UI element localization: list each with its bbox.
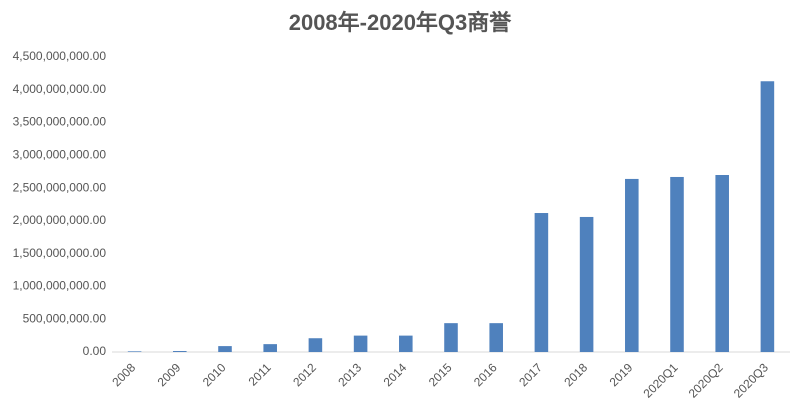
y-tick-label: 4,000,000,000.00 [13, 82, 107, 96]
x-tick-label: 2020Q3 [731, 360, 771, 400]
x-tick-label: 2018 [561, 360, 590, 389]
x-tick-label: 2008 [109, 360, 138, 389]
x-tick-label: 2017 [516, 360, 545, 389]
y-tick-label: 1,500,000,000.00 [13, 246, 107, 260]
x-tick-label: 2019 [607, 360, 636, 389]
y-tick-label: 2,000,000,000.00 [13, 213, 107, 227]
bar [625, 178, 639, 352]
x-tick-label: 2010 [200, 360, 229, 389]
y-tick-label: 0.00 [83, 344, 107, 358]
y-tick-label: 4,500,000,000.00 [13, 49, 107, 63]
bar [218, 346, 232, 352]
bar [670, 176, 684, 352]
bar [579, 216, 594, 352]
bar [308, 338, 323, 352]
x-tick-label: 2020Q1 [640, 360, 680, 400]
x-tick-label: 2009 [155, 360, 184, 389]
x-tick-label: 2013 [335, 360, 364, 389]
bar [760, 81, 775, 352]
bar [534, 213, 549, 352]
x-tick-label: 2020Q2 [686, 360, 726, 400]
y-tick-label: 2,500,000,000.00 [13, 180, 107, 194]
y-tick-label: 3,000,000,000.00 [13, 148, 107, 162]
x-tick-label: 2011 [246, 360, 274, 388]
x-tick-label: 2016 [471, 360, 500, 389]
x-tick-label: 2012 [290, 360, 319, 389]
x-tick-label: 2014 [381, 360, 410, 389]
bar [489, 323, 503, 352]
x-tick-label: 2015 [426, 360, 455, 389]
bar [353, 335, 368, 352]
bar [173, 351, 187, 352]
bar [127, 351, 142, 352]
bar [715, 175, 729, 352]
bar [444, 323, 458, 352]
chart-title: 2008年-2020年Q3商誉 [289, 10, 513, 35]
bar [399, 335, 413, 352]
y-tick-label: 3,500,000,000.00 [13, 115, 107, 129]
y-tick-label: 1,000,000,000.00 [13, 279, 107, 293]
y-tick-label: 500,000,000.00 [23, 311, 107, 325]
bar [263, 344, 277, 352]
